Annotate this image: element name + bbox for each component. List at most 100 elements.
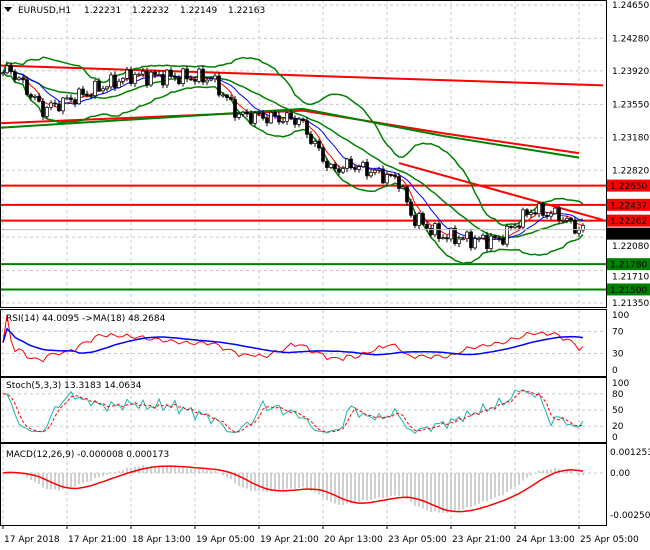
bollinger-middle — [2, 68, 584, 239]
candle-body — [205, 79, 209, 83]
time-tick-label: 24 Apr 13:00 — [516, 535, 575, 545]
candle-body — [381, 168, 385, 184]
candle-body — [337, 168, 341, 173]
candle-body — [17, 77, 21, 80]
candle-body — [133, 74, 137, 84]
candle-body — [577, 229, 581, 234]
candle-body — [457, 238, 461, 244]
support-level-badge — [607, 258, 650, 271]
candle-body — [369, 172, 373, 177]
current-price-badge — [607, 227, 650, 240]
time-tick-label: 18 Apr 13:00 — [132, 535, 191, 545]
candle-body — [481, 234, 485, 239]
bollinger-lower — [2, 72, 584, 265]
candle-body — [485, 234, 489, 249]
rsi-line — [2, 314, 584, 363]
candle-body — [421, 213, 425, 225]
candle-body — [193, 79, 197, 82]
pane-border — [0, 0, 607, 308]
rsi-tick-label: 0 — [612, 366, 618, 376]
candle-body — [309, 133, 313, 144]
candle-body — [69, 97, 73, 101]
rsi-ma-line — [2, 327, 584, 356]
candle-body — [305, 120, 309, 135]
candle-body — [65, 97, 69, 100]
candle-body — [365, 161, 369, 177]
price-pane — [0, 56, 606, 291]
candle-body — [357, 166, 361, 170]
candle-body — [461, 238, 465, 241]
candle-body — [21, 77, 25, 81]
candle-body — [169, 69, 173, 77]
candle-body — [561, 220, 565, 222]
candle-body — [549, 213, 553, 217]
candle-body — [109, 74, 113, 88]
candle-body — [73, 99, 77, 105]
stoch-label: Stoch(5,3,3) 13.3183 14.0634 — [6, 381, 142, 391]
candle-body — [141, 70, 145, 75]
candle-body — [85, 93, 89, 96]
candle-body — [429, 227, 433, 236]
candle-body — [197, 68, 201, 82]
candle-body — [505, 225, 509, 245]
candle-body — [529, 212, 533, 215]
candle-body — [449, 227, 453, 240]
candle-body — [417, 213, 421, 226]
ohlc-close: 1.22163 — [228, 6, 265, 16]
candle-body — [389, 174, 393, 176]
candle-body — [221, 94, 225, 97]
candle-body — [245, 111, 249, 115]
resistance-level-badge — [607, 179, 650, 192]
pane-border — [0, 377, 607, 443]
pane-border — [0, 443, 607, 526]
stoch-tick-label: 0 — [612, 433, 618, 443]
candle-body — [361, 161, 365, 168]
candle-body — [277, 115, 281, 123]
trendline — [0, 64, 604, 87]
candle-body — [173, 75, 177, 78]
price-tick-label: 1.23920 — [612, 67, 649, 77]
candle-body — [121, 78, 125, 82]
candle-body — [473, 238, 477, 249]
bollinger-upper — [2, 56, 584, 227]
candle-body — [393, 174, 397, 177]
candle-body — [105, 86, 109, 90]
candle-body — [33, 95, 37, 98]
macd-tick-label: -0.002509 — [610, 511, 650, 521]
candle-body — [509, 225, 513, 228]
candle-body — [285, 112, 289, 122]
candle-body — [293, 118, 297, 125]
candle-body — [229, 97, 233, 100]
candle-body — [101, 88, 105, 92]
chart-header: EURUSD,H1 1.22231 1.22232 1.22149 1.2216… — [4, 6, 265, 16]
rsi-label: RSI(14) 44.0095 ->MA(18) 48.2684 — [6, 314, 166, 324]
rsi-tick-label: 30 — [612, 350, 624, 360]
candle-body — [401, 186, 405, 189]
price-tick-label: 1.21710 — [612, 273, 649, 283]
macd-tick-label: 0.00 — [610, 469, 630, 479]
candle-body — [413, 214, 417, 226]
candle-body — [217, 75, 221, 96]
candle-body — [409, 201, 413, 216]
candle-body — [81, 88, 85, 95]
candle-body — [581, 225, 585, 231]
candle-body — [373, 169, 377, 173]
candle-body — [209, 78, 213, 81]
candle-body — [177, 77, 181, 84]
candle-body — [297, 118, 301, 125]
macd-label: MACD(12,26,9) -0.000008 0.000173 — [6, 450, 169, 460]
dropdown-triangle-icon[interactable] — [4, 7, 12, 12]
resistance-level-badge — [607, 198, 650, 211]
candle-body — [93, 80, 97, 96]
time-tick-label: 20 Apr 13:00 — [324, 535, 383, 545]
candle-body — [437, 223, 441, 239]
stoch-main-line — [2, 389, 584, 435]
candle-body — [269, 112, 273, 124]
candle-body — [569, 217, 573, 221]
stoch-signal-line — [2, 389, 584, 433]
candle-body — [1, 72, 5, 75]
candle-body — [185, 68, 189, 80]
candle-body — [453, 227, 457, 244]
candle-body — [249, 113, 253, 124]
